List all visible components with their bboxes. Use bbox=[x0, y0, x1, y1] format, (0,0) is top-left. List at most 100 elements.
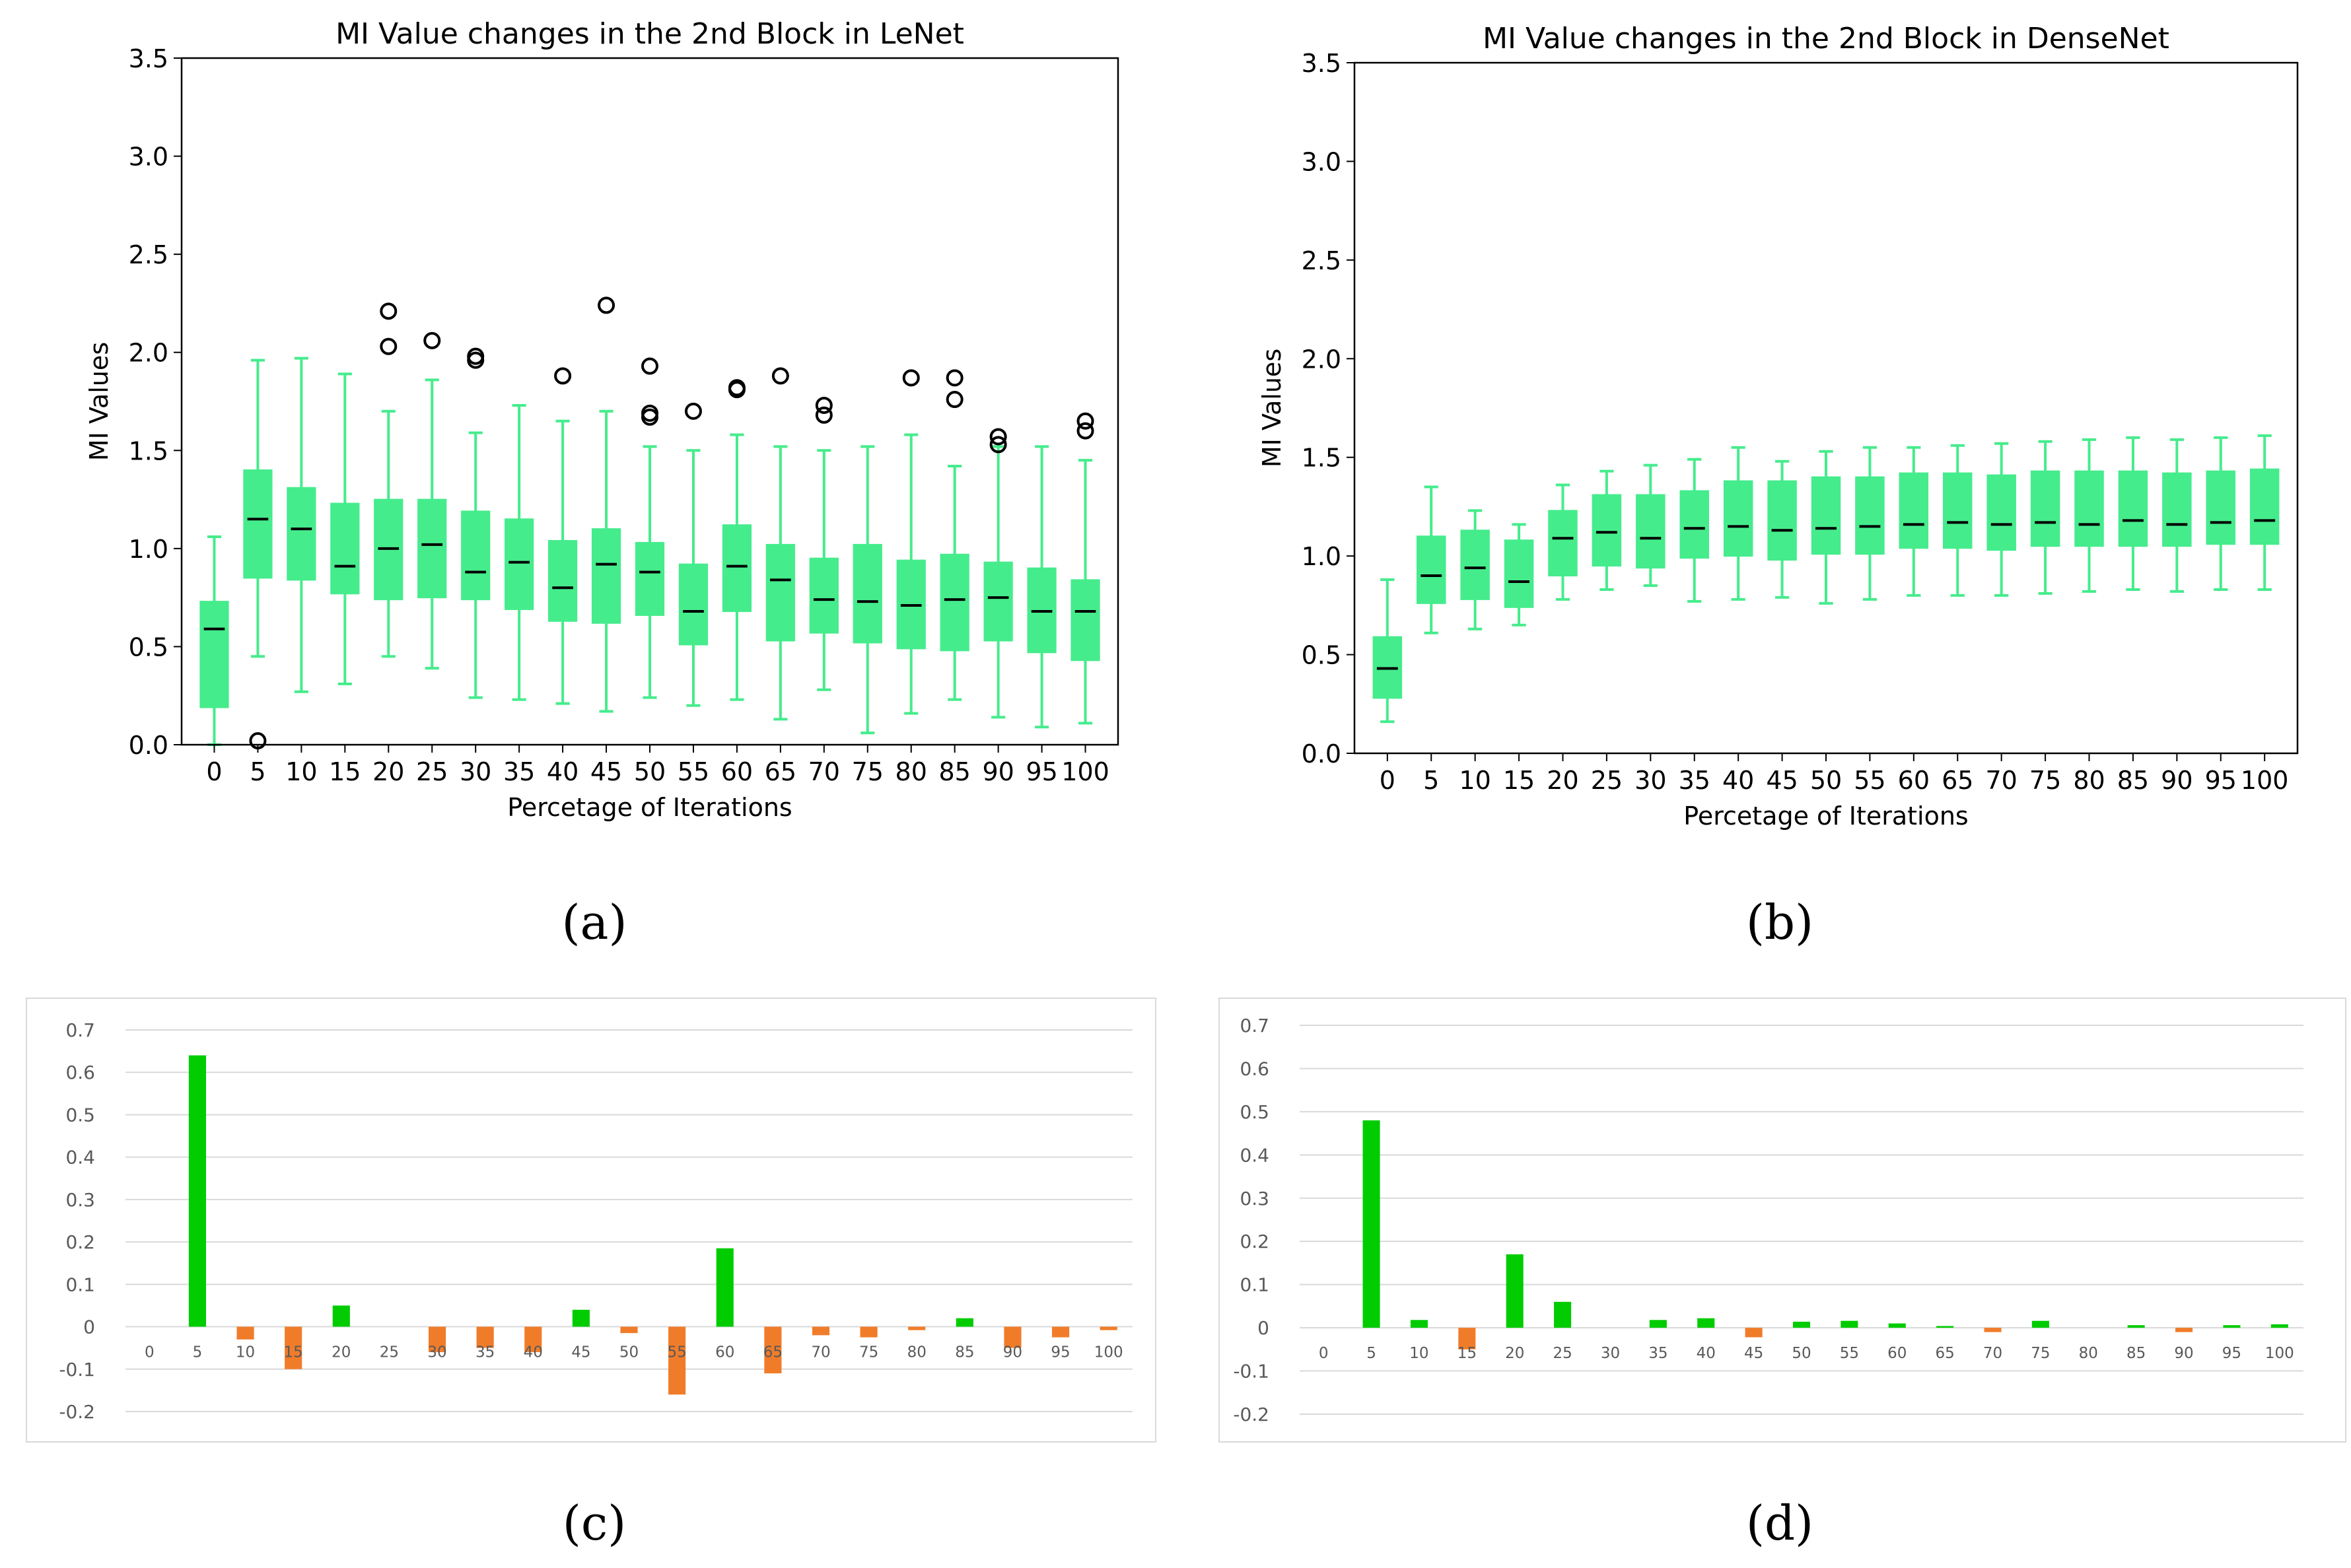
box-iqr bbox=[287, 487, 316, 581]
box-iqr bbox=[1636, 494, 1666, 569]
box-iqr bbox=[678, 563, 709, 646]
y-tick-label: 0.0 bbox=[129, 731, 168, 760]
x-tick-label: 35 bbox=[503, 757, 535, 786]
box-outlier bbox=[1076, 412, 1094, 430]
x-tick-label: 100 bbox=[2265, 1345, 2294, 1362]
box-iqr bbox=[809, 557, 839, 634]
bar bbox=[620, 1326, 638, 1334]
y-tick-label: 0.3 bbox=[1240, 1188, 1269, 1210]
x-tick-label: 75 bbox=[2031, 1345, 2050, 1362]
y-tick-label: 3.5 bbox=[129, 44, 168, 73]
x-tick-label: 60 bbox=[721, 757, 753, 786]
box-outlier bbox=[684, 402, 702, 420]
box-iqr bbox=[635, 541, 665, 616]
x-tick-label: 65 bbox=[765, 757, 796, 786]
x-tick-label: 50 bbox=[1792, 1345, 1811, 1362]
box-outlier bbox=[380, 337, 398, 355]
y-tick-label: 0.3 bbox=[65, 1189, 95, 1211]
box-outlier bbox=[554, 367, 572, 385]
box-outlier bbox=[989, 436, 1007, 454]
y-tick-label: 0.1 bbox=[1240, 1274, 1269, 1296]
bar bbox=[1745, 1328, 1763, 1338]
y-tick-label: 1.0 bbox=[1302, 542, 1341, 571]
box-iqr bbox=[330, 502, 360, 595]
x-tick-label: 80 bbox=[907, 1344, 927, 1361]
box-iqr bbox=[983, 561, 1013, 642]
x-tick-label: 75 bbox=[2029, 766, 2061, 795]
y-tick-label: 0.7 bbox=[65, 1019, 95, 1041]
x-tick-label: 15 bbox=[1457, 1345, 1477, 1362]
x-tick-label: 90 bbox=[982, 757, 1014, 786]
x-tick-label: 0 bbox=[206, 757, 222, 786]
box-iqr bbox=[765, 543, 795, 642]
bar bbox=[1004, 1326, 1022, 1348]
y-tick-label: 2.0 bbox=[1302, 345, 1341, 374]
bar bbox=[1841, 1320, 1858, 1328]
x-tick-label: 15 bbox=[284, 1344, 303, 1361]
chart-b-densenet-boxplot: MI Value changes in the 2nd Block in Den… bbox=[1257, 22, 2299, 831]
bar bbox=[1936, 1326, 1954, 1328]
box-iqr bbox=[2206, 470, 2236, 545]
bar bbox=[1888, 1323, 1906, 1328]
x-tick-label: 45 bbox=[1744, 1345, 1763, 1362]
box-outlier bbox=[946, 391, 964, 409]
x-tick-label: 65 bbox=[1942, 766, 1973, 795]
box-iqr bbox=[1899, 472, 1929, 549]
x-tick-label: 65 bbox=[1936, 1345, 1955, 1362]
x-tick-label: 30 bbox=[460, 757, 491, 786]
bar bbox=[1792, 1321, 1811, 1328]
x-tick-label: 90 bbox=[2174, 1345, 2193, 1362]
x-tick-label: 75 bbox=[852, 757, 884, 786]
box-outlier bbox=[728, 379, 746, 397]
box-iqr bbox=[2030, 470, 2060, 547]
x-tick-label: 10 bbox=[236, 1344, 255, 1361]
x-tick-label: 40 bbox=[524, 1344, 543, 1361]
x-tick-label: 85 bbox=[955, 1344, 974, 1361]
y-tick-label: 0.5 bbox=[129, 632, 168, 662]
box-iqr bbox=[2249, 468, 2280, 545]
box-iqr bbox=[1070, 579, 1100, 662]
bar bbox=[1362, 1120, 1380, 1328]
x-tick-label: 60 bbox=[1887, 1345, 1907, 1362]
box-outlier bbox=[467, 347, 485, 365]
box-iqr bbox=[1416, 535, 1446, 604]
x-tick-label: 95 bbox=[2222, 1345, 2241, 1362]
box-iqr bbox=[722, 524, 752, 612]
x-tick-label: 25 bbox=[1591, 766, 1623, 795]
bar bbox=[1649, 1320, 1667, 1328]
box-iqr bbox=[1943, 472, 1973, 549]
box-iqr bbox=[199, 601, 229, 708]
y-tick-label: -0.1 bbox=[59, 1359, 95, 1381]
box-iqr bbox=[2162, 472, 2192, 547]
y-tick-label: -0.2 bbox=[1233, 1404, 1269, 1425]
bar bbox=[285, 1326, 302, 1369]
y-tick-label: 0.4 bbox=[1240, 1144, 1269, 1166]
x-tick-label: 45 bbox=[590, 757, 622, 786]
x-tick-label: 70 bbox=[1983, 1345, 2002, 1362]
plot-frame bbox=[1353, 61, 2299, 755]
y-tick-label: 3.5 bbox=[1302, 49, 1341, 78]
y-tick-label: -0.2 bbox=[59, 1401, 95, 1423]
box-iqr bbox=[2118, 470, 2148, 547]
x-tick-label: 100 bbox=[1094, 1344, 1123, 1361]
bar bbox=[2223, 1325, 2241, 1328]
box-iqr bbox=[461, 510, 491, 601]
x-tick-label: 15 bbox=[1503, 766, 1535, 795]
y-tick-label: 3.0 bbox=[1302, 147, 1341, 176]
box-iqr bbox=[1855, 476, 1885, 555]
bar bbox=[668, 1326, 686, 1395]
y-tick-label: 2.0 bbox=[129, 339, 168, 368]
caption-b: (b) bbox=[1745, 895, 1814, 950]
bar bbox=[524, 1326, 542, 1353]
x-tick-label: 95 bbox=[2205, 766, 2237, 795]
box-iqr bbox=[1723, 480, 1753, 557]
y-tick-label: 2.5 bbox=[129, 240, 168, 269]
x-tick-label: 100 bbox=[2241, 766, 2289, 795]
bar bbox=[1052, 1326, 1070, 1338]
x-tick-label: 45 bbox=[1766, 766, 1798, 795]
y-tick-label: 0 bbox=[1257, 1317, 1269, 1339]
y-tick-label: 0.0 bbox=[1302, 739, 1341, 768]
y-tick-label: 0.6 bbox=[65, 1062, 95, 1083]
box-outlier bbox=[598, 296, 615, 314]
x-tick-label: 30 bbox=[427, 1344, 446, 1361]
